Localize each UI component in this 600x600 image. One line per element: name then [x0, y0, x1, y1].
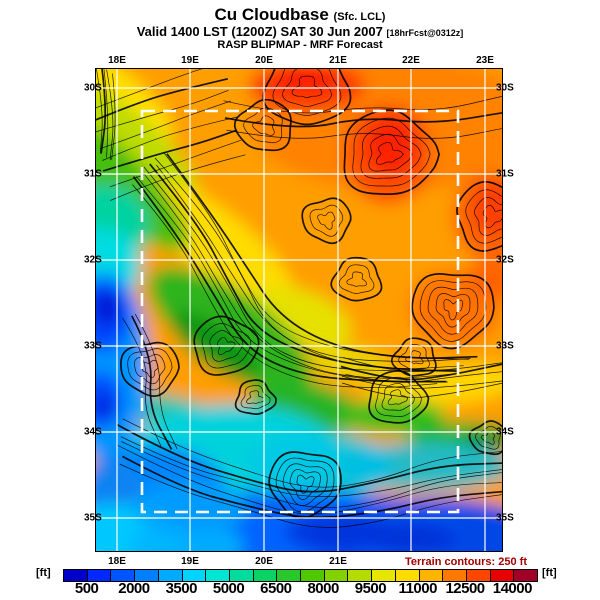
colorbar-segment	[277, 570, 302, 581]
colorbar-segment	[182, 570, 207, 581]
colorbar-segment	[253, 570, 278, 581]
axis-label-right-32s: 32S	[496, 254, 514, 266]
axis-label-left-35s: 35S	[84, 512, 102, 524]
colorbar-tick-label: 9500	[354, 580, 387, 597]
axis-label-right-30s: 30S	[496, 82, 514, 94]
valid-time-line: Valid 1400 LST (1200Z) SAT 30 Jun 2007 […	[0, 23, 600, 40]
latlon-gridlines	[95, 68, 503, 552]
colorbar-segment	[490, 570, 515, 581]
colorbar-segment	[135, 570, 159, 581]
colorbar-tick-label: 11000	[398, 580, 438, 597]
axis-label-right-35s: 35S	[496, 512, 514, 524]
colorbar-segment	[443, 570, 467, 581]
colorbar-segment	[514, 570, 538, 581]
forecast-cycle-label: [18hrFcst@0312z]	[386, 27, 464, 38]
colorbar-tick-label: 14000	[492, 580, 533, 597]
axis-label-top-22e: 22E	[402, 55, 420, 66]
colorbar-segment	[324, 570, 349, 581]
valid-time-label: Valid 1400 LST (1200Z) SAT 30 Jun 2007	[136, 23, 383, 39]
colorbar-segment	[348, 570, 373, 581]
colorbar-tick-label: 2000	[118, 580, 150, 597]
colorbar-unit-left: [ft]	[36, 567, 51, 579]
colorbar-segment	[372, 570, 396, 581]
inner-domain-dashed-box	[140, 109, 460, 514]
axis-label-top-20e: 20E	[255, 55, 273, 66]
axis-label-bottom-18e: 18E	[108, 556, 126, 567]
model-label: RASP BLIPMAP - MRF Forecast	[217, 39, 383, 52]
page-title: Cu Cloudbase	[214, 5, 329, 24]
forecast-map-canvas	[95, 68, 503, 552]
axis-label-top-21e: 21E	[329, 55, 347, 66]
axis-label-bottom-21e: 21E	[329, 556, 347, 567]
colorbar-segment	[206, 570, 230, 581]
colorbar-segment	[466, 570, 491, 581]
axis-label-right-31s: 31S	[496, 168, 514, 180]
colorbar-segment	[301, 570, 325, 581]
colorbar-segment	[64, 570, 88, 581]
colorbar-tick-label: 12500	[445, 580, 485, 597]
colorbar-segment	[158, 570, 183, 581]
axis-label-bottom-20e: 20E	[255, 556, 273, 567]
colorbar-segment	[111, 570, 136, 581]
colorbar-tick-label: 3500	[165, 580, 198, 597]
colorbar-tick-label: 500	[74, 580, 99, 597]
axis-label-left-32s: 32S	[84, 254, 102, 266]
colorbar-tick-label: 8000	[307, 580, 339, 597]
colorbar	[63, 569, 538, 582]
axis-label-left-33s: 33S	[84, 340, 102, 352]
axis-label-right-33s: 33S	[496, 340, 514, 352]
axis-label-left-34s: 34S	[84, 426, 102, 438]
axis-label-right-34s: 34S	[496, 426, 514, 438]
axis-label-left-30s: 30S	[84, 82, 102, 94]
axis-label-left-31s: 31S	[84, 168, 102, 180]
axis-label-top-23e: 23E	[476, 55, 494, 66]
colorbar-segment	[419, 570, 444, 581]
colorbar-segment	[229, 570, 254, 581]
colorbar-tick-label: 5000	[212, 580, 245, 597]
axis-label-top-18e: 18E	[108, 55, 126, 66]
colorbar-segment	[87, 570, 112, 581]
page-title-suffix: (Sfc. LCL)	[333, 11, 386, 23]
title-block: Cu Cloudbase (Sfc. LCL) Valid 1400 LST (…	[0, 5, 600, 52]
terrain-contours-note: Terrain contours: 250 ft	[404, 556, 527, 568]
axis-label-bottom-19e: 19E	[181, 556, 199, 567]
colorbar-tick-label: 6500	[260, 580, 292, 597]
axis-label-top-19e: 19E	[181, 55, 199, 66]
cloudbase-color-field	[95, 68, 503, 552]
title-line: Cu Cloudbase (Sfc. LCL)	[0, 5, 600, 25]
colorbar-segment	[395, 570, 420, 581]
map-border	[95, 68, 503, 552]
colorbar-unit-right: [ft]	[542, 567, 557, 579]
